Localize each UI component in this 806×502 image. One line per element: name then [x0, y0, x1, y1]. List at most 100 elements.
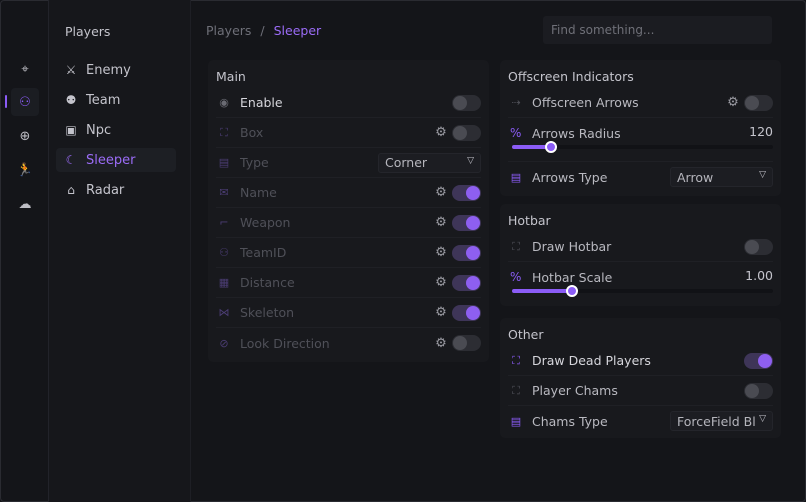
- row-label: Arrows Type: [532, 169, 608, 185]
- other-panel: Other ⛶ Draw Dead Players ⛶ Player Chams…: [500, 318, 781, 438]
- row-weapon: ⌐ Weapon ⚙: [216, 208, 481, 238]
- caret-down-icon: ▽: [756, 170, 766, 180]
- draw-hotbar-toggle[interactable]: [744, 238, 773, 255]
- toggle-switch[interactable]: [452, 94, 481, 111]
- active-indicator: [5, 95, 7, 108]
- row-label: Arrows Radius: [532, 126, 621, 141]
- toggle-switch[interactable]: [452, 214, 481, 231]
- sidebar-item-label: Sleeper: [86, 152, 136, 168]
- sidebar-item-label: Npc: [86, 122, 112, 138]
- row-label: Weapon: [240, 215, 291, 230]
- toggle-switch[interactable]: [452, 335, 481, 351]
- moon-icon: ☾: [65, 153, 77, 167]
- box-icon: ⛶: [220, 125, 228, 139]
- draw-dead-players-row: ⛶ Draw Dead Players: [508, 346, 773, 376]
- gear-icon[interactable]: ⚙: [435, 335, 447, 351]
- robot-icon: ▣: [65, 123, 77, 137]
- distance-icon: ▦: [218, 276, 230, 289]
- arrows-radius-slider[interactable]: [512, 141, 773, 153]
- toggle-switch[interactable]: [452, 124, 481, 141]
- breadcrumb: Players / Sleeper: [206, 23, 321, 38]
- row-label: Type: [240, 155, 269, 170]
- offscreen-arrows-toggle[interactable]: [744, 94, 773, 111]
- cloud-icon[interactable]: ☁: [18, 196, 32, 212]
- gear-icon[interactable]: ⚙: [435, 125, 447, 140]
- type-select[interactable]: Corner ▽: [378, 152, 481, 173]
- arrows-type-select[interactable]: Arrow ▽: [670, 167, 773, 187]
- team-icon: ⚇: [219, 246, 229, 259]
- player-chams-toggle[interactable]: [744, 382, 773, 399]
- panel-title: Hotbar: [508, 213, 551, 228]
- hotbar-scale-slider[interactable]: [512, 285, 773, 297]
- toggle-switch[interactable]: [452, 304, 481, 321]
- skeleton-icon: ⋈: [218, 306, 230, 319]
- gear-icon[interactable]: ⚙: [727, 95, 739, 110]
- player-chams-row: ⛶ Player Chams: [508, 376, 773, 406]
- slider-handle[interactable]: [566, 285, 579, 297]
- sidebar-item-label: Radar: [86, 182, 125, 198]
- focus-icon: ⛶: [512, 353, 520, 367]
- sidebar-title: Players: [65, 24, 111, 39]
- row-distance: ▦ Distance ⚙: [216, 268, 481, 298]
- sidebar-item-sleeper[interactable]: ☾ Sleeper: [56, 148, 176, 172]
- panel-title: Other: [508, 327, 544, 342]
- chams-type-select[interactable]: ForceField Bl ▽: [670, 411, 773, 431]
- panel-title: Offscreen Indicators: [508, 69, 634, 84]
- sidebar-item-npc[interactable]: ▣ Npc: [56, 118, 176, 142]
- globe-icon[interactable]: ⊕: [19, 128, 31, 144]
- search-input[interactable]: [543, 16, 772, 44]
- offscreen-arrows-row: ⇢ Offscreen Arrows ⚙: [508, 88, 773, 118]
- gear-icon[interactable]: ⚙: [435, 275, 447, 290]
- toggle-switch[interactable]: [452, 244, 481, 261]
- sidebar-item-radar[interactable]: ⌂ Radar: [56, 178, 176, 202]
- select-value: ForceField Bl: [677, 413, 756, 429]
- chams-type-row: ▤ Chams Type ForceField Bl ▽: [508, 406, 773, 436]
- slider-fill: [512, 289, 573, 293]
- crosshair-icon[interactable]: ⌖: [21, 61, 29, 77]
- row-label: Draw Dead Players: [532, 353, 651, 368]
- toggle-switch[interactable]: [452, 274, 481, 291]
- row-look-direction: ⊘ Look Direction ⚙: [216, 328, 481, 358]
- caret-down-icon: ▽: [464, 155, 474, 166]
- type-icon: ▤: [218, 156, 230, 169]
- enemy-icon: ⚔: [65, 63, 77, 77]
- gun-icon: ⌐: [219, 216, 229, 229]
- caret-down-icon: ▽: [756, 414, 766, 424]
- icon-rail: ⌖ ⚇ ⊕ 🏃 ☁: [0, 0, 42, 502]
- divider: [190, 0, 191, 502]
- panel-title: Main: [216, 69, 246, 84]
- row-label: Look Direction: [240, 335, 330, 351]
- sidebar-item-team[interactable]: ⚉ Team: [56, 88, 176, 112]
- mail-icon: ✉: [219, 186, 229, 199]
- sidebar-item-label: Team: [86, 92, 121, 108]
- players-icon[interactable]: ⚇: [11, 88, 39, 116]
- row-label: Hotbar Scale: [532, 270, 613, 285]
- gear-icon[interactable]: ⚙: [435, 185, 447, 200]
- team-icon: ⚉: [65, 93, 77, 107]
- offscreen-panel: Offscreen Indicators ⇢ Offscreen Arrows …: [500, 60, 781, 196]
- select-value: Arrow: [677, 169, 714, 185]
- row-type: ▤ Type Corner ▽: [216, 148, 481, 178]
- focus-icon: ⛶: [512, 239, 520, 253]
- slider-handle[interactable]: [545, 141, 558, 153]
- hotbar-panel: Hotbar ⛶ Draw Hotbar % Hotbar Scale 1.00: [500, 204, 781, 306]
- gear-icon[interactable]: ⚙: [435, 215, 447, 230]
- row-label: TeamID: [240, 245, 287, 260]
- gear-icon[interactable]: ⚙: [435, 245, 447, 260]
- running-arrow-icon: ⇢: [511, 96, 521, 109]
- slider-fill: [512, 145, 552, 149]
- focus-icon: ⛶: [512, 383, 520, 397]
- breadcrumb-parent[interactable]: Players: [206, 23, 252, 38]
- draw-dead-players-toggle[interactable]: [744, 352, 773, 369]
- toggle-switch[interactable]: [452, 184, 481, 201]
- sidebar-item-enemy[interactable]: ⚔ Enemy: [56, 58, 176, 82]
- percent-icon: %: [510, 270, 522, 284]
- percent-icon: %: [510, 126, 522, 140]
- running-icon[interactable]: 🏃: [16, 162, 34, 178]
- gear-icon[interactable]: ⚙: [435, 305, 447, 320]
- row-label: Box: [240, 125, 264, 140]
- row-label: Enable: [240, 95, 283, 110]
- main-panel: Main ◉ Enable ⛶ Box ⚙ ▤ Type Corner ▽ ✉ Name ⚙ ⌐ Weap…: [208, 60, 489, 362]
- row-label: Chams Type: [532, 413, 608, 429]
- row-skeleton: ⋈ Skeleton ⚙: [216, 298, 481, 328]
